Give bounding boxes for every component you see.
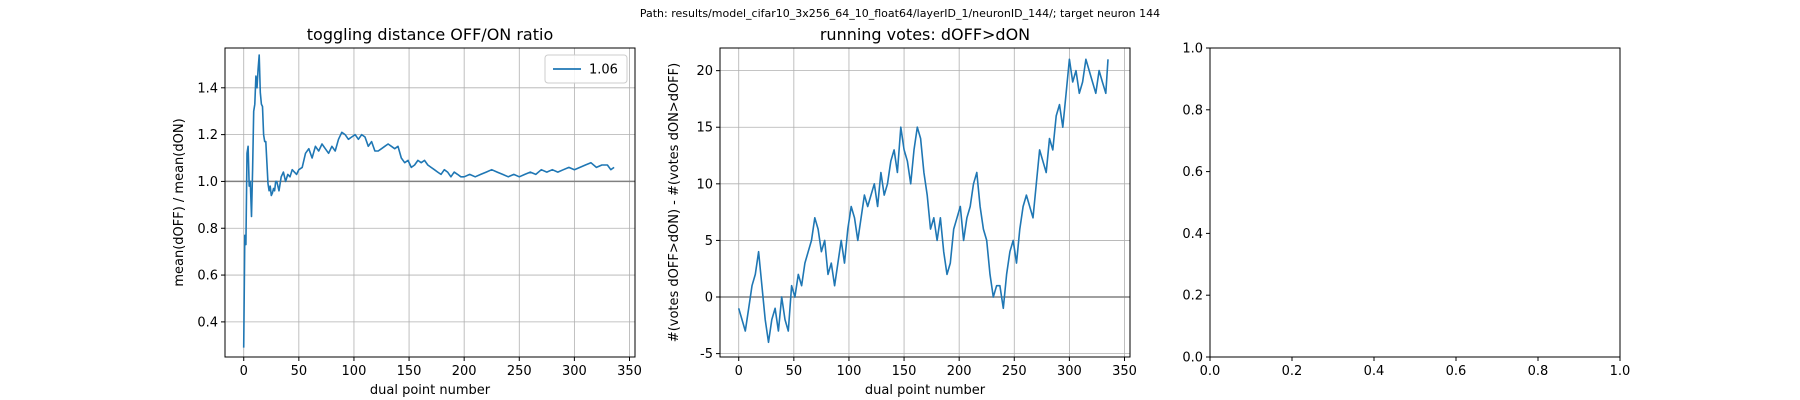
axes-frame [719, 47, 1131, 358]
y-tick-label: 0.6 [197, 269, 218, 284]
x-tick-label: 0 [240, 364, 248, 379]
x-tick-label: 250 [507, 364, 532, 379]
series-line-1 [737, 58, 1109, 344]
y-tick-label: 1.2 [197, 128, 218, 143]
y-tick-label: 20 [696, 64, 713, 79]
x-tick-label: 50 [786, 364, 803, 379]
x-tick-label: 350 [1112, 364, 1137, 379]
y-tick-label: 0.8 [1182, 103, 1203, 118]
y-tick-label: 15 [696, 121, 713, 136]
x-tick-label: 1.0 [1610, 364, 1631, 379]
legend: 1.06 [544, 54, 628, 84]
x-tick-label: 200 [947, 364, 972, 379]
y-axis-label: mean(dOFF) / mean(dON) [172, 118, 187, 286]
axes-frame [224, 47, 636, 358]
chart-2: 0 50 100 150 200 250 300 350 -5 0 5 10 15 20 running v… [667, 25, 1137, 398]
legend-label: 1.06 [589, 63, 618, 78]
x-tick-label: 350 [617, 364, 642, 379]
x-axis-label: dual point number [865, 383, 986, 398]
y-tick-label: 10 [696, 177, 713, 192]
x-tick-label: 200 [452, 364, 477, 379]
y-tick-label: 1.0 [197, 175, 218, 190]
x-tick-label: 0.4 [1364, 364, 1385, 379]
y-axis-label: #(votes dOFF>dON) - #(votes dON>dOFF) [667, 63, 682, 342]
y-tick-label: 1.0 [1182, 42, 1203, 57]
x-tick-label: 300 [562, 364, 587, 379]
y-tick-label: 0 [705, 291, 713, 306]
x-tick-label: 250 [1002, 364, 1027, 379]
chart-1: 0 50 100 150 200 250 300 350 0.4 0.6 0.8 1.0 1.2 1.4 t… [172, 25, 642, 398]
x-tick-label: 150 [892, 364, 917, 379]
y-tick-label: 0.8 [197, 222, 218, 237]
x-tick-label: 300 [1057, 364, 1082, 379]
axes-frame [1209, 47, 1621, 358]
y-tick-label: 0.6 [1182, 165, 1203, 180]
y-tick-label: 0.2 [1182, 289, 1203, 304]
x-tick-label: 100 [837, 364, 862, 379]
x-tick-label: 100 [342, 364, 367, 379]
chart-3: 0.0 0.2 0.4 0.6 0.8 1.0 0.0 0.2 0.4 0.6 0.8 1.0 [1182, 42, 1630, 380]
y-tick-label: 0.4 [1182, 227, 1203, 242]
x-tick-label: 150 [397, 364, 422, 379]
x-axis-label: dual point number [370, 383, 491, 398]
y-tick-label: 1.4 [197, 81, 218, 96]
x-tick-label: 0.8 [1528, 364, 1549, 379]
x-tick-label: 50 [291, 364, 308, 379]
figure-suptitle: Path: results/model_cifar10_3x256_64_10_… [639, 7, 1161, 20]
x-tick-label: 0.2 [1282, 364, 1303, 379]
x-tick-label: 0.0 [1200, 364, 1221, 379]
x-tick-label: 0.6 [1446, 364, 1467, 379]
y-tick-label: -5 [700, 347, 713, 362]
series-line-1 [242, 54, 615, 348]
y-tick-label: 0.0 [1182, 351, 1203, 366]
legend-box [544, 54, 628, 84]
chart-title: running votes: dOFF>dON [820, 25, 1030, 44]
y-tick-label: 5 [705, 234, 713, 249]
x-tick-label: 0 [735, 364, 743, 379]
y-tick-label: 0.4 [197, 315, 218, 330]
chart-title: toggling distance OFF/ON ratio [307, 25, 553, 44]
